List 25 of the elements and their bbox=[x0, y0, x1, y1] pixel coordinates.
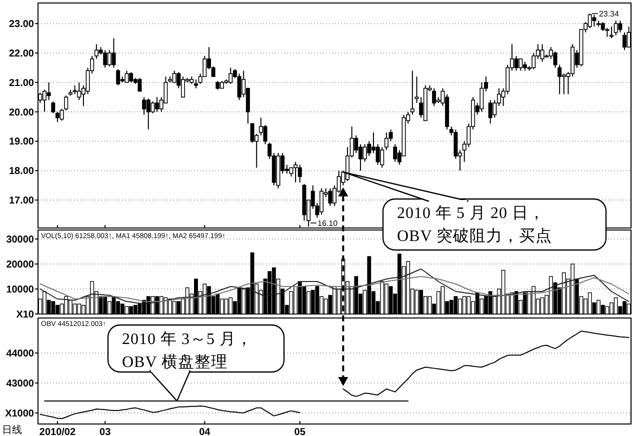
y-tick-label: 30000 bbox=[6, 234, 34, 246]
y-tick-label: 44000 bbox=[6, 348, 34, 360]
y-tick-label: 22.00 bbox=[8, 48, 34, 60]
annotation: 2010 年 3～5 月， OBV 横盘整理 bbox=[122, 331, 252, 371]
annotation: 16.10 bbox=[318, 219, 338, 228]
y-tick-label: 20.00 bbox=[8, 107, 34, 118]
y-tick-label: 19.00 bbox=[8, 136, 34, 148]
y-tick-label: 23.00 bbox=[8, 19, 34, 30]
line-series bbox=[40, 276, 630, 302]
line-series bbox=[40, 268, 630, 304]
x-tick-label: 03 bbox=[100, 427, 112, 436]
y-tick-label: X1000 bbox=[5, 408, 34, 420]
x-tick-label: 04 bbox=[199, 427, 211, 436]
y-tick-label: 17.00 bbox=[8, 196, 34, 207]
x-tick-label: 05 bbox=[294, 427, 306, 436]
annotation: 23.34 bbox=[598, 10, 620, 19]
y-tick-label: 20000 bbox=[6, 260, 34, 270]
y-tick-label: X10 bbox=[16, 310, 34, 320]
annotation: 2010 年 5 月 20 日， OBV 突破阻力，买点 bbox=[397, 205, 552, 245]
y-tick-label: 10000 bbox=[6, 284, 34, 296]
y-tick-label: 21.00 bbox=[8, 78, 34, 89]
y-tick-label: 18.00 bbox=[8, 166, 34, 178]
y-tick-label: 43000 bbox=[6, 378, 34, 390]
x-tick-label: 2010/02 bbox=[39, 427, 76, 436]
text: 日线 bbox=[2, 424, 22, 436]
